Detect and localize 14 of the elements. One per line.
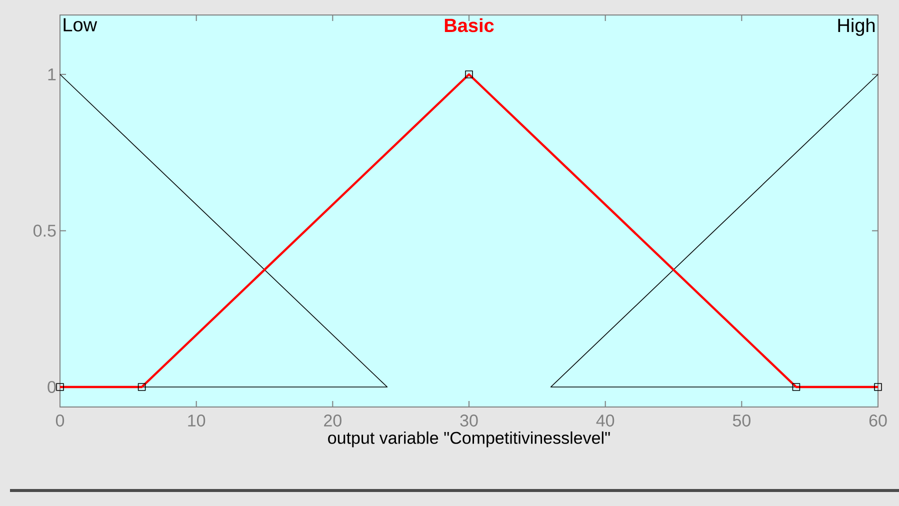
x-tick-label: 60 [869, 414, 887, 427]
text: High [838, 18, 875, 36]
x-tick-label: 40 [596, 414, 614, 427]
x-tick-label: 30 [460, 414, 478, 427]
x-axis-title: output variable "Competitivinesslevel" [328, 431, 610, 448]
x-tick-label: 50 [732, 414, 750, 427]
x-tick-label: 20 [324, 414, 342, 427]
x-tick-label: 10 [188, 414, 206, 427]
text: Basic [444, 18, 494, 32]
x-tick-label: 0 [56, 414, 64, 427]
text: Low [64, 18, 98, 32]
y-tick-label: 1 [48, 68, 56, 80]
y-tick-label: 0 [48, 380, 56, 394]
y-tick-label: 0.5 [33, 224, 56, 237]
